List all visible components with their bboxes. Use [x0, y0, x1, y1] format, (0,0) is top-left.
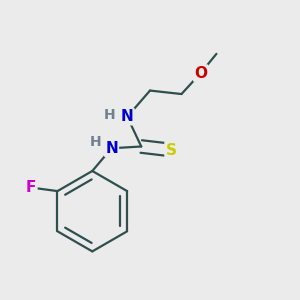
Text: F: F [26, 180, 36, 195]
Text: N: N [105, 141, 118, 156]
Text: O: O [194, 66, 207, 81]
Text: H: H [104, 108, 116, 122]
Text: H: H [90, 135, 102, 149]
Text: N: N [121, 109, 134, 124]
Text: S: S [166, 142, 176, 158]
